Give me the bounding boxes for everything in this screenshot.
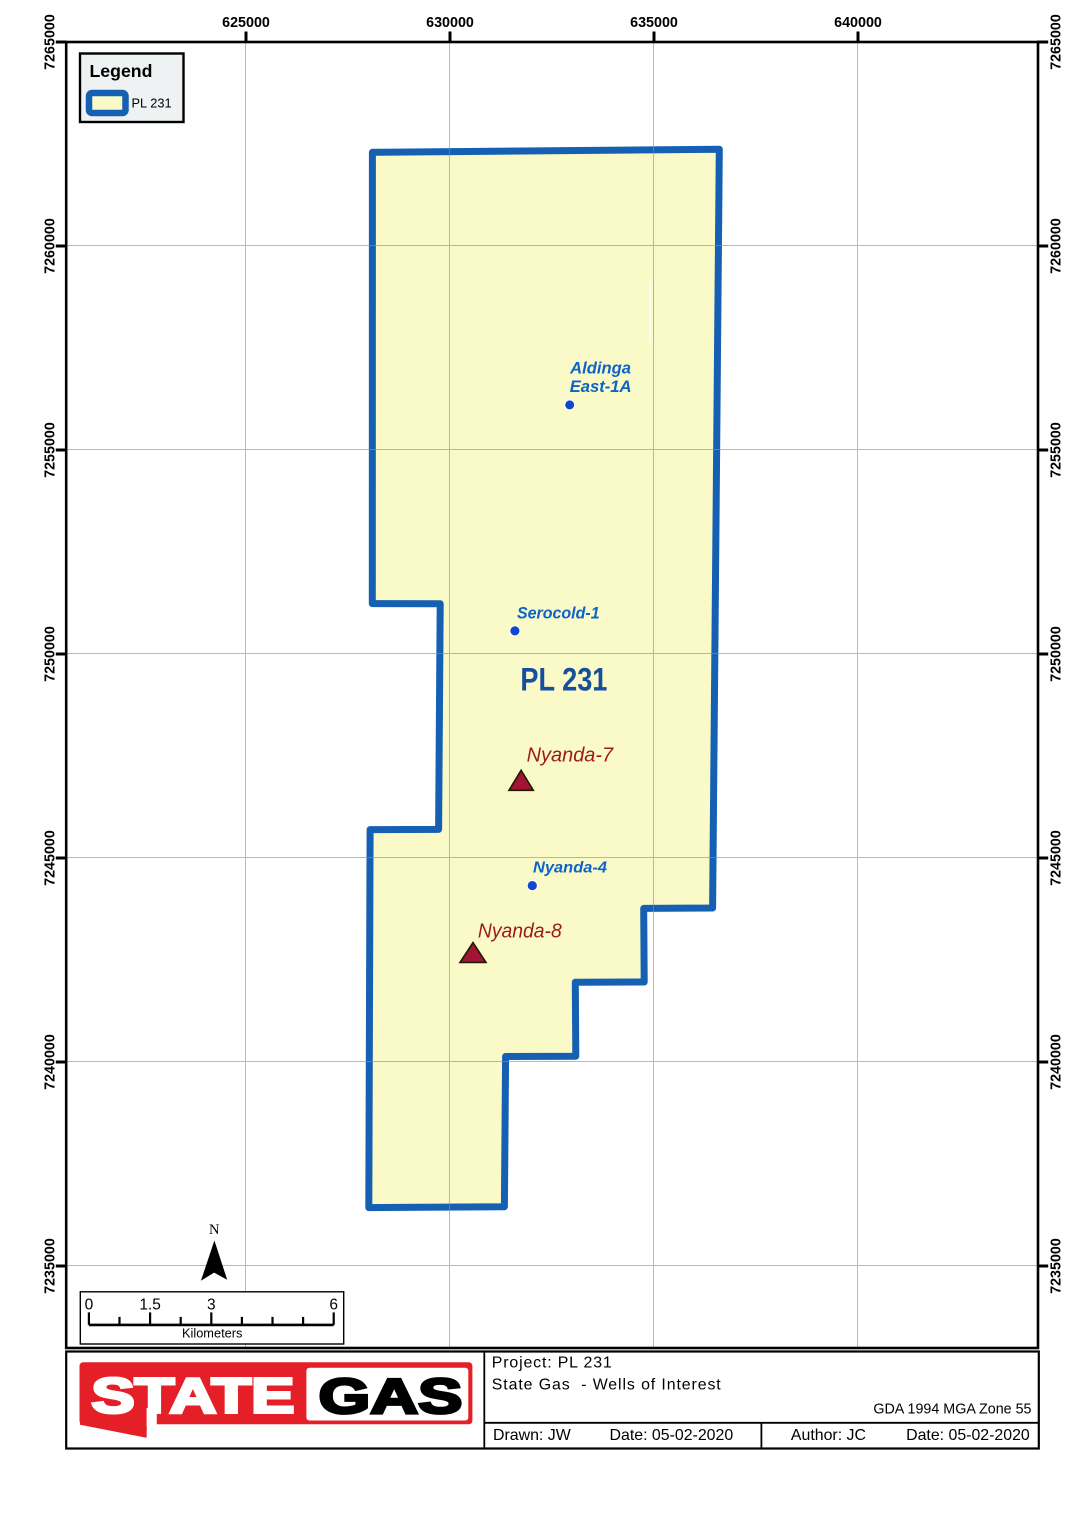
svg-text:Nyanda-7: Nyanda-7 [527,745,614,767]
svg-text:7245000: 7245000 [1049,830,1065,886]
svg-text:7260000: 7260000 [1049,218,1065,274]
svg-text:635000: 635000 [630,15,678,31]
svg-text:7240000: 7240000 [1049,1034,1065,1090]
svg-text:Nyanda-4: Nyanda-4 [533,860,607,877]
svg-text:State Gas - Wells of Interest: State Gas - Wells of Interest [492,1377,722,1394]
svg-text:7250000: 7250000 [43,626,59,682]
svg-text:East-1A: East-1A [570,377,632,396]
svg-text:7235000: 7235000 [43,1238,59,1294]
svg-text:Author: JC: Author: JC [791,1427,866,1444]
svg-text:7235000: 7235000 [1049,1238,1065,1294]
svg-text:7265000: 7265000 [43,14,59,70]
svg-text:7260000: 7260000 [43,218,59,274]
svg-text:7255000: 7255000 [1049,422,1065,478]
svg-text:STATE: STATE [91,1369,294,1424]
svg-text:640000: 640000 [834,15,882,31]
svg-text:0: 0 [85,1297,94,1314]
svg-text:3: 3 [207,1297,216,1314]
svg-text:N: N [209,1222,220,1238]
svg-text:GDA 1994 MGA Zone 55: GDA 1994 MGA Zone 55 [873,1402,1031,1418]
svg-text:Date: 05-02-2020: Date: 05-02-2020 [906,1427,1030,1444]
svg-text:Aldinga: Aldinga [569,358,631,377]
svg-text:Serocold-1: Serocold-1 [517,604,600,622]
svg-text:Drawn: JW: Drawn: JW [493,1427,571,1444]
svg-text:7245000: 7245000 [43,830,59,886]
svg-text:1.5: 1.5 [139,1297,161,1314]
svg-text:Date: 05-02-2020: Date: 05-02-2020 [610,1427,734,1444]
svg-text:7240000: 7240000 [43,1034,59,1090]
svg-text:630000: 630000 [426,15,474,31]
svg-text:Kilometers: Kilometers [182,1326,242,1341]
svg-text:Nyanda-8: Nyanda-8 [478,921,562,943]
svg-text:Legend: Legend [90,61,153,81]
svg-text:7255000: 7255000 [43,422,59,478]
svg-text:7265000: 7265000 [1049,14,1065,70]
svg-text:Project: PL 231: Project: PL 231 [492,1355,613,1372]
svg-text:PL 231: PL 231 [132,96,172,111]
svg-text:GAS: GAS [319,1370,463,1424]
svg-text:PL 231: PL 231 [520,661,607,697]
svg-text:7250000: 7250000 [1049,626,1065,682]
svg-text:6: 6 [329,1297,338,1314]
svg-text:625000: 625000 [222,15,270,31]
